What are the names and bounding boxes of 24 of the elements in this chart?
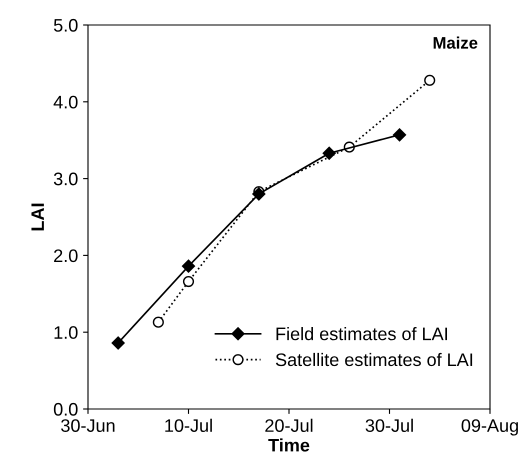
y-tick-label: 3.0 (54, 172, 78, 186)
point (322, 146, 336, 160)
point (252, 187, 266, 201)
x-axis-title: Time (268, 438, 310, 452)
point (182, 260, 196, 273)
point (392, 128, 406, 142)
x-tick-label: 20-Jul (265, 418, 312, 432)
y-tick-label: 4.0 (54, 96, 78, 109)
y-tick-label: 2.0 (54, 249, 78, 262)
x-tick-label: 10-Jul (165, 418, 212, 432)
legend-label: Field estimates of LAI (276, 327, 447, 340)
y-tick-label: 1.0 (54, 326, 78, 339)
x-tick-label: 30-Jul (366, 418, 413, 432)
point (182, 276, 194, 288)
legend-label: Satellite estimates of LAI (276, 352, 472, 366)
y-tick-label: 5.0 (54, 18, 78, 32)
point (112, 336, 125, 350)
y-axis-title: LAI (31, 204, 44, 230)
point (424, 74, 436, 86)
x-tick-label: 30-Jun (61, 419, 114, 432)
annotation: Maize (434, 36, 478, 49)
x-tick-label: 09-Aug (462, 419, 518, 436)
y-tick-label: 0.0 (54, 402, 78, 416)
point (152, 316, 164, 328)
